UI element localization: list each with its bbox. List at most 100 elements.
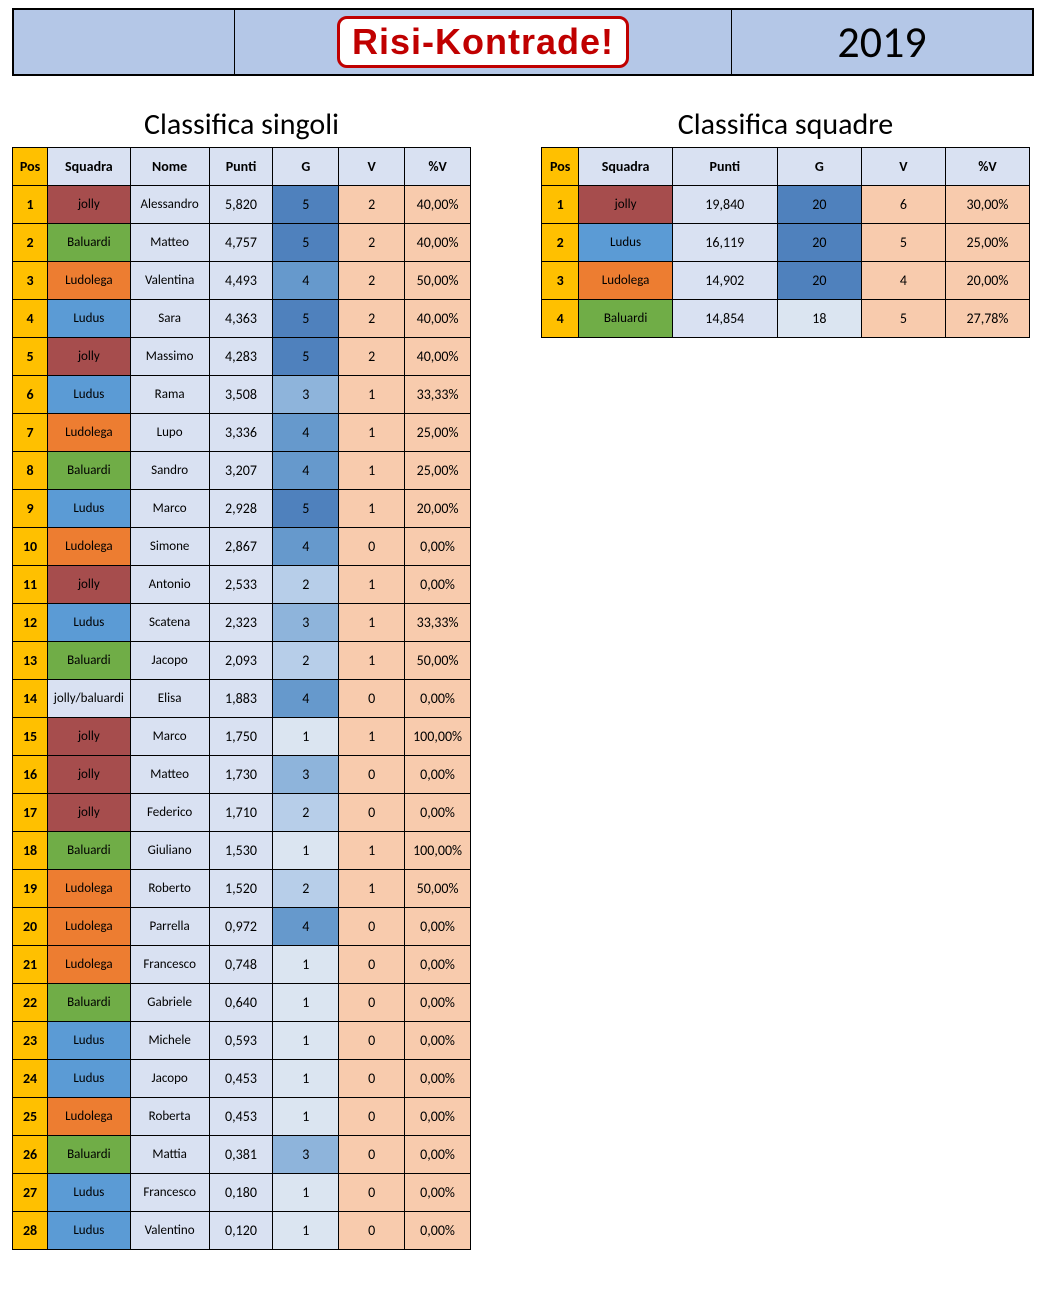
table-row: 16jollyMatteo1,730300,00% xyxy=(13,756,471,794)
nome-cell: Simone xyxy=(130,528,209,566)
pct-cell: 0,00% xyxy=(405,1212,471,1250)
g-cell: 1 xyxy=(273,1212,339,1250)
punti-cell: 19,840 xyxy=(672,186,777,224)
squadra-cell: Ludus xyxy=(48,1212,130,1250)
v-cell: 1 xyxy=(339,376,405,414)
g-cell: 2 xyxy=(273,794,339,832)
v-cell: 1 xyxy=(339,490,405,528)
table-row: 3Ludolega14,90220420,00% xyxy=(542,262,1030,300)
col-pos: Pos xyxy=(542,148,579,186)
nome-cell: Scatena xyxy=(130,604,209,642)
v-cell: 0 xyxy=(339,1022,405,1060)
table-row: 20LudolegaParrella0,972400,00% xyxy=(13,908,471,946)
g-cell: 3 xyxy=(273,1136,339,1174)
g-cell: 4 xyxy=(273,908,339,946)
pct-cell: 40,00% xyxy=(405,224,471,262)
g-cell: 1 xyxy=(273,1060,339,1098)
v-cell: 0 xyxy=(339,756,405,794)
pos-cell: 19 xyxy=(13,870,48,908)
pct-cell: 50,00% xyxy=(405,642,471,680)
singles-wrap: Classifica singoli Pos Squadra Nome Punt… xyxy=(12,106,471,1250)
punti-cell: 0,640 xyxy=(209,984,273,1022)
g-cell: 20 xyxy=(777,262,861,300)
nome-cell: Roberta xyxy=(130,1098,209,1136)
singles-table: Pos Squadra Nome Punti G V %V 1jollyAles… xyxy=(12,147,471,1250)
squadra-cell: Baluardi xyxy=(48,642,130,680)
v-cell: 0 xyxy=(339,528,405,566)
punti-cell: 4,493 xyxy=(209,262,273,300)
teams-table: Pos Squadra Punti G V %V 1jolly19,840206… xyxy=(541,147,1030,338)
nome-cell: Valentino xyxy=(130,1212,209,1250)
v-cell: 0 xyxy=(339,946,405,984)
v-cell: 1 xyxy=(339,832,405,870)
punti-cell: 14,854 xyxy=(672,300,777,338)
pos-cell: 14 xyxy=(13,680,48,718)
v-cell: 1 xyxy=(339,414,405,452)
punti-cell: 3,336 xyxy=(209,414,273,452)
v-cell: 0 xyxy=(339,908,405,946)
squadra-cell: jolly xyxy=(48,756,130,794)
nome-cell: Gabriele xyxy=(130,984,209,1022)
punti-cell: 4,757 xyxy=(209,224,273,262)
squadra-cell: Ludolega xyxy=(48,262,130,300)
g-cell: 4 xyxy=(273,680,339,718)
nome-cell: Marco xyxy=(130,718,209,756)
squadra-cell: Ludolega xyxy=(48,1098,130,1136)
teams-header-row: Pos Squadra Punti G V %V xyxy=(542,148,1030,186)
nome-cell: Giuliano xyxy=(130,832,209,870)
pos-cell: 7 xyxy=(13,414,48,452)
pos-cell: 4 xyxy=(542,300,579,338)
table-row: 18BaluardiGiuliano1,53011100,00% xyxy=(13,832,471,870)
pos-cell: 4 xyxy=(13,300,48,338)
pct-cell: 0,00% xyxy=(405,528,471,566)
pct-cell: 50,00% xyxy=(405,870,471,908)
squadra-cell: Baluardi xyxy=(48,832,130,870)
squadra-cell: Ludus xyxy=(48,1022,130,1060)
squadra-cell: Ludus xyxy=(48,604,130,642)
squadra-cell: jolly xyxy=(48,566,130,604)
teams-title: Classifica squadre xyxy=(541,106,1030,143)
punti-cell: 0,120 xyxy=(209,1212,273,1250)
punti-cell: 1,520 xyxy=(209,870,273,908)
squadra-cell: Ludolega xyxy=(48,946,130,984)
pct-cell: 25,00% xyxy=(405,452,471,490)
punti-cell: 2,093 xyxy=(209,642,273,680)
pos-cell: 28 xyxy=(13,1212,48,1250)
pct-cell: 33,33% xyxy=(405,604,471,642)
v-cell: 0 xyxy=(339,1060,405,1098)
v-cell: 1 xyxy=(339,604,405,642)
header-year: 2019 xyxy=(731,10,1032,74)
singles-header-row: Pos Squadra Nome Punti G V %V xyxy=(13,148,471,186)
squadra-cell: Baluardi xyxy=(579,300,672,338)
pos-cell: 27 xyxy=(13,1174,48,1212)
punti-cell: 1,883 xyxy=(209,680,273,718)
col-pos: Pos xyxy=(13,148,48,186)
squadra-cell: Ludus xyxy=(48,300,130,338)
squadra-cell: jolly xyxy=(48,186,130,224)
punti-cell: 2,533 xyxy=(209,566,273,604)
punti-cell: 1,710 xyxy=(209,794,273,832)
pos-cell: 18 xyxy=(13,832,48,870)
pos-cell: 16 xyxy=(13,756,48,794)
pct-cell: 40,00% xyxy=(405,338,471,376)
g-cell: 5 xyxy=(273,338,339,376)
squadra-cell: jolly/baluardi xyxy=(48,680,130,718)
pct-cell: 0,00% xyxy=(405,984,471,1022)
table-row: 12LudusScatena2,3233133,33% xyxy=(13,604,471,642)
col-nome: Nome xyxy=(130,148,209,186)
v-cell: 2 xyxy=(339,186,405,224)
pct-cell: 0,00% xyxy=(405,1136,471,1174)
table-row: 2BaluardiMatteo4,7575240,00% xyxy=(13,224,471,262)
squadra-cell: jolly xyxy=(48,338,130,376)
col-squadra: Squadra xyxy=(48,148,130,186)
pct-cell: 20,00% xyxy=(945,262,1029,300)
squadra-cell: jolly xyxy=(579,186,672,224)
nome-cell: Massimo xyxy=(130,338,209,376)
table-row: 7LudolegaLupo3,3364125,00% xyxy=(13,414,471,452)
punti-cell: 0,381 xyxy=(209,1136,273,1174)
punti-cell: 0,453 xyxy=(209,1098,273,1136)
table-row: 23LudusMichele0,593100,00% xyxy=(13,1022,471,1060)
pos-cell: 12 xyxy=(13,604,48,642)
g-cell: 5 xyxy=(273,224,339,262)
v-cell: 2 xyxy=(339,338,405,376)
